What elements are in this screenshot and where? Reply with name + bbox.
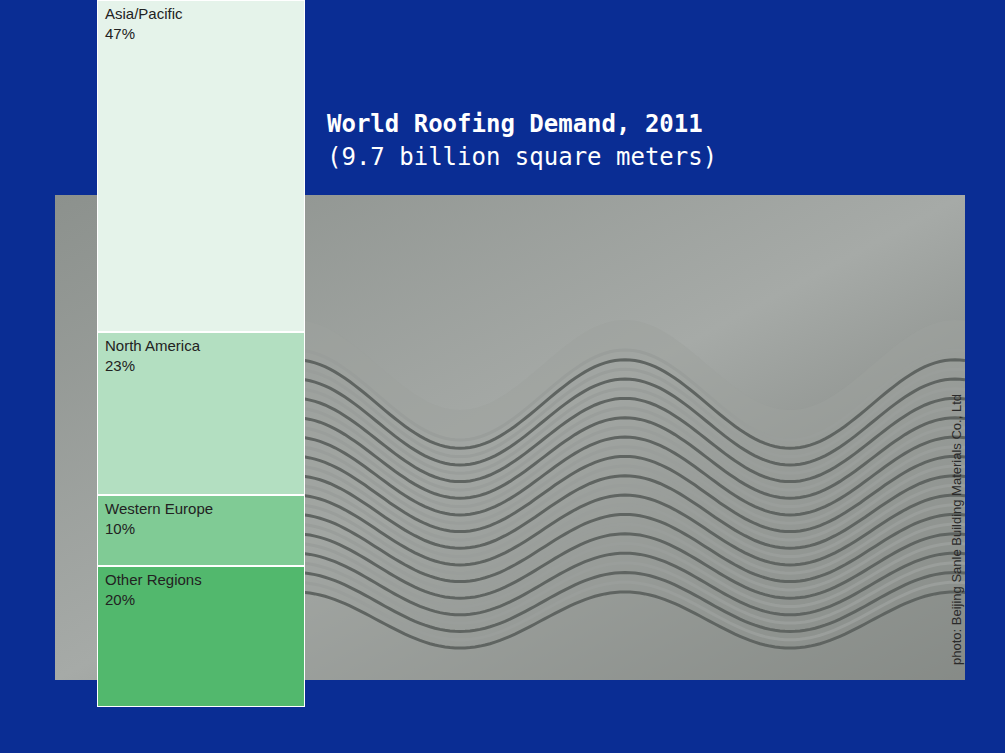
svg-text:Asia/Pacific47%: Asia/Pacific47% (105, 5, 183, 42)
svg-text:Other Regions20%: Other Regions20% (105, 571, 202, 608)
html-text:World Roofing Demand, 2011: World Roofing Demand, 2011 (327, 110, 703, 138)
svg-text:Western Europe10%: Western Europe10% (105, 500, 213, 537)
svg-text:North America23%: North America23% (105, 337, 201, 374)
html-text:photo: Beijing Sanle Building: photo: Beijing Sanle Building Materials … (949, 394, 964, 665)
html-text:(9.7 billion square meters): (9.7 billion square meters) (327, 143, 718, 171)
